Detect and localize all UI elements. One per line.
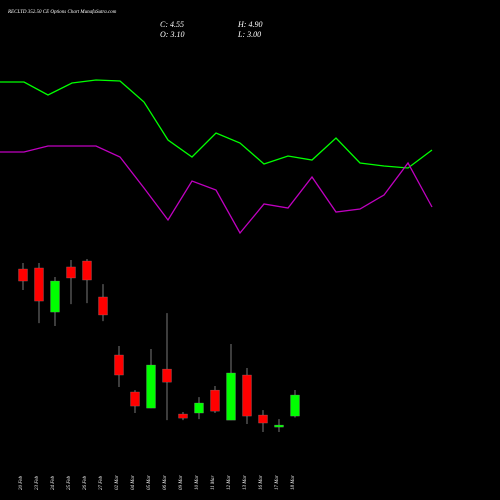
- x-tick-label: 17 Mar: [275, 475, 280, 490]
- x-tick-label: 27 Feb: [99, 475, 104, 490]
- x-tick-label: 10 Mar: [195, 475, 200, 490]
- x-tick-label: 02 Mar: [115, 475, 120, 490]
- candle-body: [162, 368, 172, 383]
- x-tick-label: 06 Mar: [163, 475, 168, 490]
- x-tick-label: 26 Feb: [83, 475, 88, 490]
- candle-body: [146, 364, 156, 409]
- candle-body: [258, 414, 268, 424]
- x-tick-label: 23 Feb: [35, 475, 40, 490]
- candle-body: [114, 354, 124, 376]
- x-tick-label: 12 Mar: [227, 475, 232, 490]
- candle-body: [194, 402, 204, 414]
- indicator-line: [0, 79, 433, 169]
- low-label: L: 3.00: [237, 30, 261, 39]
- candle-body: [34, 267, 44, 302]
- candle-body: [18, 268, 28, 282]
- high-label: H: 4.90: [237, 20, 262, 29]
- x-tick-label: 13 Mar: [243, 475, 248, 490]
- x-tick-label: 16 Mar: [259, 475, 264, 490]
- candle-body: [178, 413, 188, 419]
- candle-body: [98, 296, 108, 316]
- candle-body: [50, 280, 60, 313]
- candle-body: [242, 374, 252, 417]
- close-label: C: 4.55: [160, 20, 184, 29]
- chart-title: RECLTD 352.50 CE Options Chart MunafaSut…: [7, 10, 117, 15]
- candle-body: [66, 266, 76, 279]
- x-tick-label: 25 Feb: [67, 475, 72, 490]
- x-tick-label: 11 Mar: [211, 475, 216, 490]
- candle-body: [82, 260, 92, 281]
- candle-body: [130, 391, 140, 407]
- candle-body: [210, 389, 220, 412]
- candle-body: [274, 424, 284, 428]
- open-label: O: 3.10: [160, 30, 184, 39]
- x-tick-label: 24 Feb: [51, 475, 56, 490]
- x-tick-label: 05 Mar: [147, 475, 152, 490]
- x-tick-label: 18 Mar: [291, 475, 296, 490]
- x-tick-label: 09 Mar: [179, 475, 184, 490]
- x-tick-label: 04 Mar: [131, 475, 136, 490]
- candle-body: [226, 372, 236, 421]
- indicator-line: [0, 145, 433, 235]
- candle-body: [290, 394, 300, 417]
- x-tick-label: 20 Feb: [19, 475, 24, 490]
